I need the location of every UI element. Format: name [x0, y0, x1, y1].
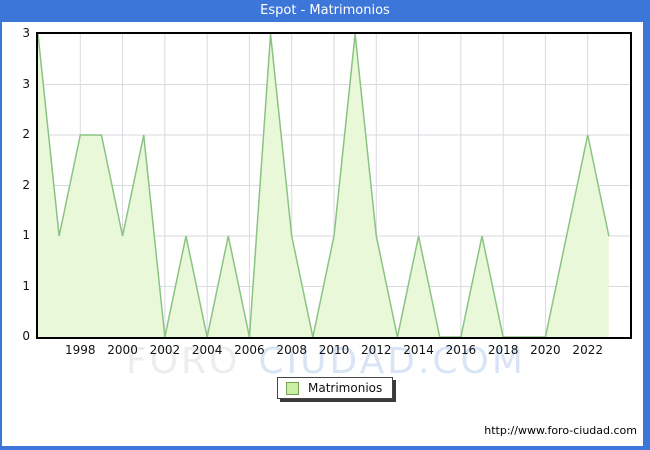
y-tick-label: 1: [22, 278, 30, 293]
y-tick-label: 3: [22, 26, 30, 40]
legend-label: Matrimonios: [308, 381, 383, 395]
x-tick-label: 2010: [318, 343, 350, 357]
x-tick-label: 2006: [234, 343, 265, 357]
x-tick-label: 1998: [65, 343, 96, 357]
x-tick-label: 2014: [403, 343, 434, 357]
x-tick-label: 2020: [530, 343, 561, 357]
footer-url[interactable]: http://www.foro-ciudad.com: [484, 424, 637, 437]
y-tick-label: 2: [22, 177, 30, 192]
chart-title-bar: Espot - Matrimonios: [0, 0, 650, 22]
y-tick-label: 3: [22, 76, 30, 91]
x-tick-label: 2022: [572, 343, 603, 357]
legend-box: Matrimonios: [277, 377, 394, 399]
watermark: FORO CIUDAD.COM: [126, 341, 526, 382]
x-tick-label: 2000: [107, 343, 138, 357]
x-tick-label: 2004: [191, 343, 223, 357]
series-line: [38, 34, 610, 337]
y-tick-label: 2: [22, 127, 30, 141]
y-tick-label: 0: [22, 329, 30, 343]
watermark-ciudad: CIUDAD.COM: [258, 341, 526, 382]
chart-title: Espot - Matrimonios: [260, 3, 390, 18]
x-tick-label: 2008: [276, 343, 307, 357]
plot-area: [36, 32, 632, 339]
area-chart-svg: [38, 34, 630, 337]
y-tick-label: 1: [22, 228, 30, 242]
legend-swatch-icon: [286, 381, 299, 395]
x-tick-label: 2016: [445, 343, 477, 357]
x-tick-label: 2012: [361, 343, 392, 357]
watermark-foro: FORO: [126, 341, 241, 382]
x-tick-label: 2018: [487, 343, 519, 357]
x-tick-label: 2002: [149, 343, 181, 357]
